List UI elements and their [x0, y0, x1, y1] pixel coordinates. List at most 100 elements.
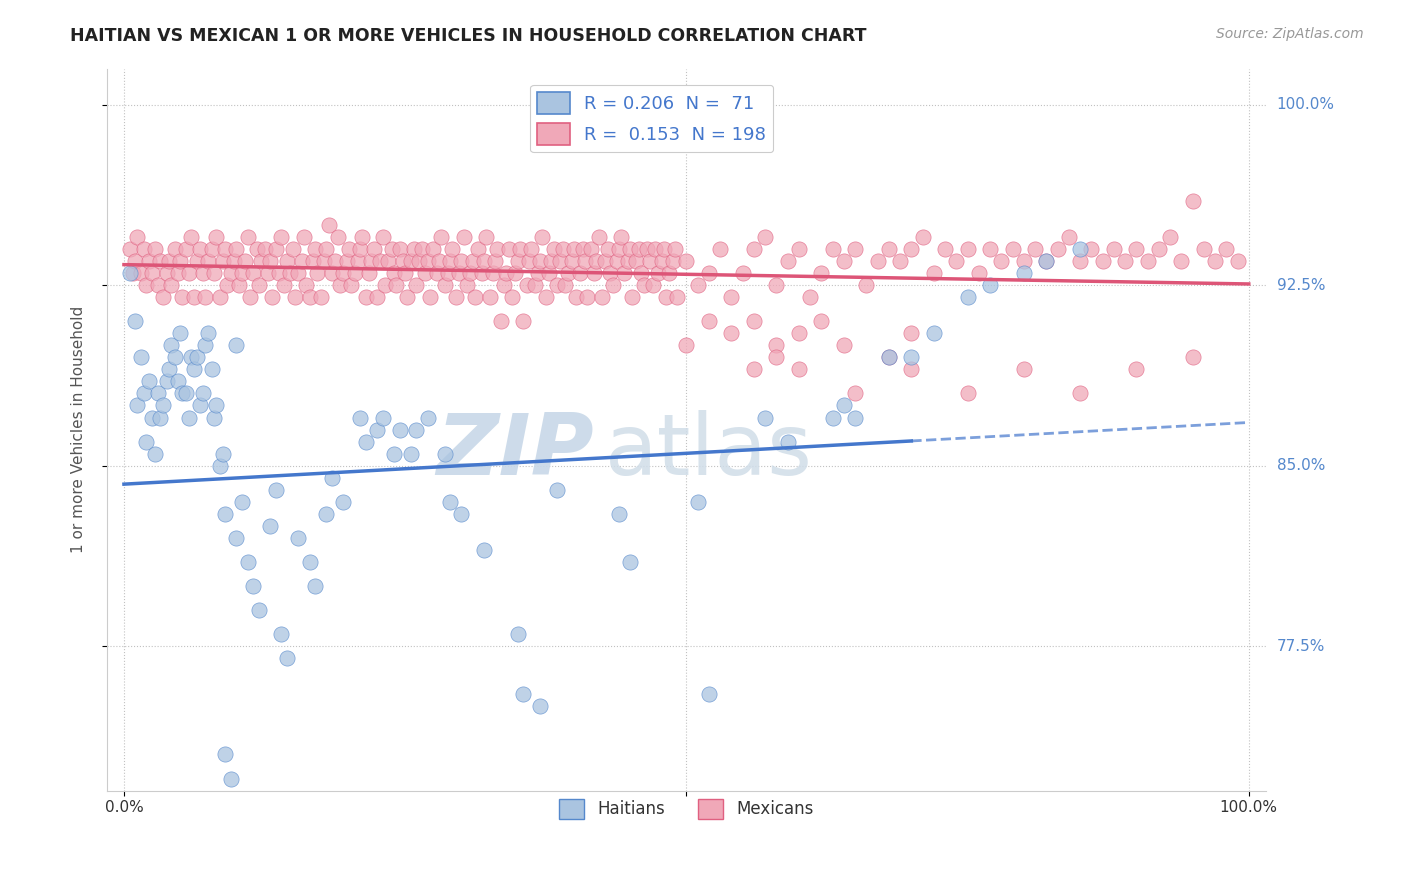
Point: [157, 254, 180, 268]
Point: [427, 254, 450, 268]
Point: [152, 290, 174, 304]
Point: [399, 254, 422, 268]
Point: [381, 242, 404, 256]
Point: [662, 254, 685, 268]
Point: [461, 254, 484, 268]
Point: [557, 266, 579, 280]
Point: [610, 230, 633, 244]
Legend: Haitians, Mexicans: Haitians, Mexicans: [553, 792, 821, 826]
Point: [250, 254, 273, 268]
Point: [190, 399, 212, 413]
Text: atlas: atlas: [605, 409, 813, 492]
Point: [270, 627, 292, 641]
Point: [844, 386, 866, 401]
Point: [889, 254, 911, 268]
Point: [550, 254, 572, 268]
Point: [194, 338, 217, 352]
Point: [304, 242, 326, 256]
Point: [1069, 386, 1091, 401]
Point: [720, 290, 742, 304]
Point: [416, 254, 439, 268]
Point: [404, 242, 426, 256]
Point: [118, 242, 141, 256]
Point: [163, 242, 186, 256]
Point: [464, 290, 486, 304]
Point: [208, 458, 231, 473]
Point: [1024, 242, 1046, 256]
Point: [624, 254, 647, 268]
Point: [1204, 254, 1226, 268]
Point: [619, 242, 641, 256]
Text: 100.0%: 100.0%: [1277, 97, 1334, 112]
Point: [453, 230, 475, 244]
Point: [495, 266, 517, 280]
Point: [450, 507, 472, 521]
Point: [810, 266, 832, 280]
Point: [332, 266, 354, 280]
Point: [877, 242, 900, 256]
Point: [945, 254, 967, 268]
Point: [366, 290, 388, 304]
Point: [1012, 266, 1035, 280]
Point: [201, 242, 224, 256]
Point: [225, 338, 247, 352]
Point: [325, 254, 347, 268]
Point: [224, 254, 246, 268]
Point: [217, 278, 239, 293]
Point: [394, 266, 416, 280]
Point: [174, 242, 197, 256]
Point: [844, 410, 866, 425]
Point: [644, 242, 666, 256]
Point: [450, 254, 472, 268]
Point: [799, 290, 821, 304]
Point: [607, 507, 630, 521]
Point: [787, 362, 810, 376]
Point: [264, 483, 287, 497]
Point: [979, 242, 1001, 256]
Point: [1170, 254, 1192, 268]
Point: [1012, 254, 1035, 268]
Point: [302, 254, 325, 268]
Point: [141, 266, 163, 280]
Point: [506, 627, 529, 641]
Point: [242, 579, 264, 593]
Point: [219, 772, 242, 786]
Point: [270, 230, 292, 244]
Point: [205, 230, 228, 244]
Point: [900, 326, 922, 341]
Point: [911, 230, 934, 244]
Point: [877, 351, 900, 365]
Point: [273, 278, 295, 293]
Point: [408, 254, 430, 268]
Point: [585, 254, 607, 268]
Point: [179, 410, 201, 425]
Point: [194, 290, 217, 304]
Point: [467, 242, 489, 256]
Point: [388, 423, 411, 437]
Point: [934, 242, 956, 256]
Text: HAITIAN VS MEXICAN 1 OR MORE VEHICLES IN HOUSEHOLD CORRELATION CHART: HAITIAN VS MEXICAN 1 OR MORE VEHICLES IN…: [70, 27, 868, 45]
Point: [832, 399, 855, 413]
Point: [742, 314, 765, 328]
Point: [509, 242, 531, 256]
Point: [1069, 242, 1091, 256]
Point: [167, 375, 190, 389]
Point: [1114, 254, 1136, 268]
Point: [197, 254, 219, 268]
Point: [160, 278, 183, 293]
Point: [956, 242, 979, 256]
Point: [655, 290, 678, 304]
Point: [697, 266, 720, 280]
Point: [377, 254, 399, 268]
Point: [591, 290, 613, 304]
Point: [259, 519, 281, 533]
Point: [235, 254, 257, 268]
Point: [527, 266, 550, 280]
Point: [343, 266, 366, 280]
Point: [489, 314, 512, 328]
Point: [1159, 230, 1181, 244]
Point: [337, 242, 360, 256]
Point: [471, 266, 494, 280]
Point: [765, 338, 787, 352]
Point: [129, 266, 152, 280]
